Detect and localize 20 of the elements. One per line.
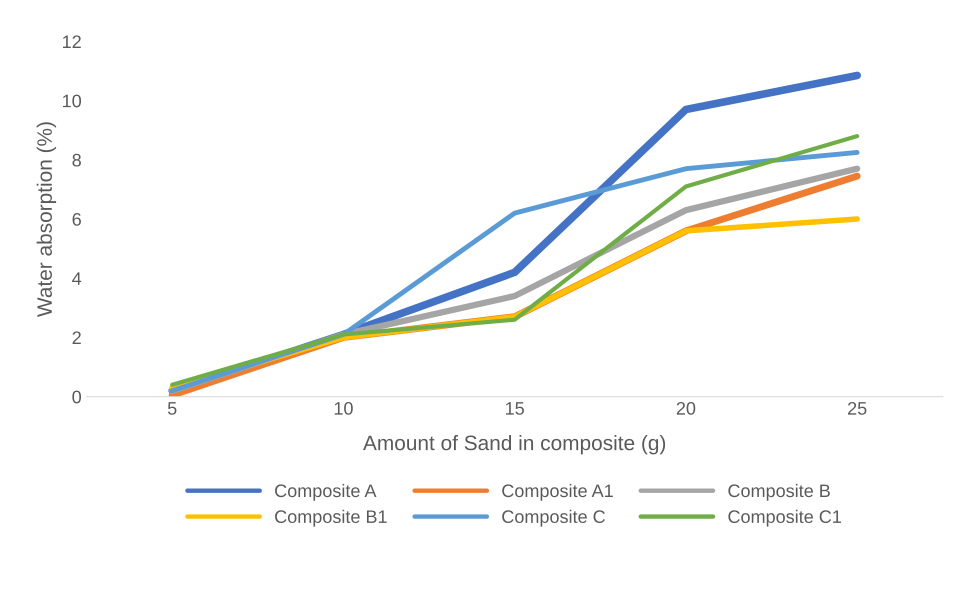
legend-label: Composite C [502,510,605,527]
y-axis-title: Water absorption (%) [36,122,56,317]
legend-label: Composite B1 [275,510,387,527]
y-tick-label: 10 [63,94,82,108]
legend-label: Composite B [728,484,830,501]
y-tick-label: 8 [72,154,81,167]
legend-label: Composite A [275,484,376,501]
y-tick-label: 6 [72,212,81,226]
x-tick-label: 5 [168,402,176,415]
y-tick-label: 0 [72,390,82,404]
y-tick-label: 2 [72,331,81,344]
x-axis-title: Amount of Sand in composite (g) [363,435,666,454]
legend-label: Composite C1 [728,510,841,527]
x-tick-label: 10 [334,402,353,415]
x-tick-label: 15 [506,402,524,415]
x-tick-label: 25 [848,402,866,415]
x-tick-label: 20 [676,402,696,415]
legend-label: Composite A1 [502,484,613,501]
y-tick-label: 4 [72,272,82,285]
y-tick-label: 12 [63,35,81,48]
